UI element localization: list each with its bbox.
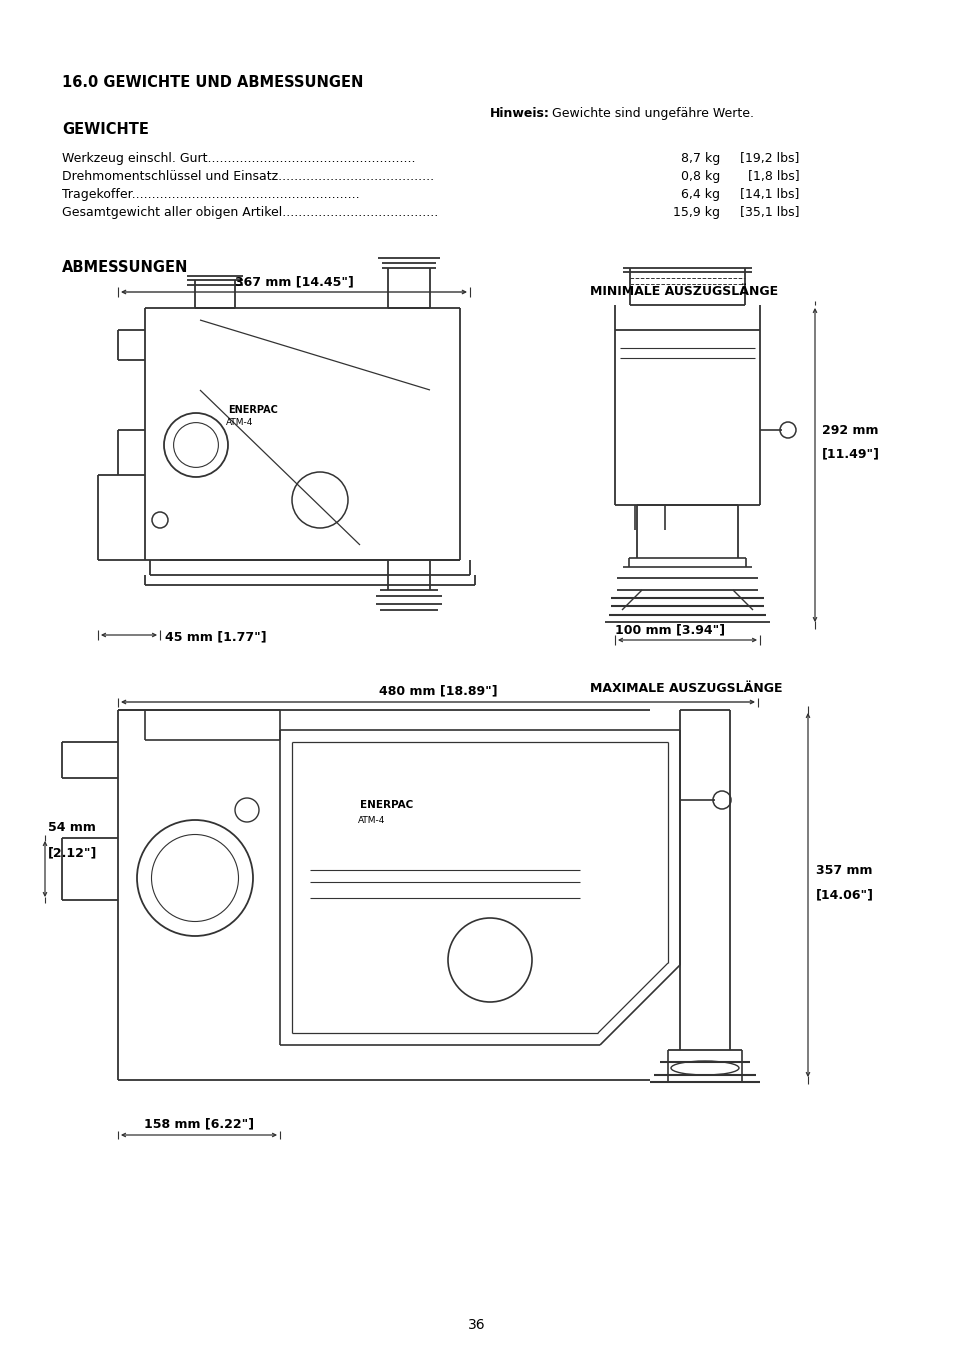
Text: MINIMALE AUSZUGSLÄNGE: MINIMALE AUSZUGSLÄNGE — [589, 285, 778, 298]
Text: [35,1 lbs]: [35,1 lbs] — [740, 207, 799, 219]
Text: Hinweis:: Hinweis: — [490, 107, 549, 120]
Text: [14,1 lbs]: [14,1 lbs] — [740, 188, 799, 201]
Text: ENERPAC: ENERPAC — [228, 405, 277, 414]
Text: Drehmomentschlüssel und Einsatz.......................................: Drehmomentschlüssel und Einsatz.........… — [62, 170, 434, 184]
Text: 45 mm [1.77"]: 45 mm [1.77"] — [165, 630, 266, 643]
Text: 8,7 kg: 8,7 kg — [680, 153, 720, 165]
Text: ABMESSUNGEN: ABMESSUNGEN — [62, 261, 188, 275]
Text: 6,4 kg: 6,4 kg — [680, 188, 720, 201]
Text: Tragekoffer.........................................................: Tragekoffer.............................… — [62, 188, 359, 201]
Text: 158 mm [6.22"]: 158 mm [6.22"] — [144, 1116, 253, 1130]
Text: Gesamtgewicht aller obigen Artikel.......................................: Gesamtgewicht aller obigen Artikel......… — [62, 207, 437, 219]
Text: [2.12"]: [2.12"] — [48, 846, 97, 859]
Text: 367 mm [14.45"]: 367 mm [14.45"] — [234, 275, 353, 288]
Text: 54 mm: 54 mm — [48, 821, 95, 834]
Text: Gewichte sind ungefähre Werte.: Gewichte sind ungefähre Werte. — [547, 107, 753, 120]
Text: Werkzeug einschl. Gurt....................................................: Werkzeug einschl. Gurt..................… — [62, 153, 416, 165]
Text: 0,8 kg: 0,8 kg — [680, 170, 720, 184]
Text: 292 mm: 292 mm — [821, 424, 878, 436]
Text: 36: 36 — [468, 1318, 485, 1332]
Text: GEWICHTE: GEWICHTE — [62, 122, 149, 136]
Text: 100 mm [3.94"]: 100 mm [3.94"] — [615, 622, 724, 636]
Text: 15,9 kg: 15,9 kg — [672, 207, 720, 219]
Text: ENERPAC: ENERPAC — [359, 801, 413, 810]
Text: MAXIMALE AUSZUGSLÄNGE: MAXIMALE AUSZUGSLÄNGE — [589, 682, 781, 695]
Text: [14.06"]: [14.06"] — [815, 888, 873, 900]
Text: ATM-4: ATM-4 — [357, 815, 385, 825]
Text: 480 mm [18.89"]: 480 mm [18.89"] — [378, 684, 497, 697]
Text: [1,8 lbs]: [1,8 lbs] — [740, 170, 799, 184]
Text: [19,2 lbs]: [19,2 lbs] — [740, 153, 799, 165]
Text: 16.0 GEWICHTE UND ABMESSUNGEN: 16.0 GEWICHTE UND ABMESSUNGEN — [62, 76, 363, 90]
Text: 357 mm: 357 mm — [815, 864, 872, 876]
Text: [11.49"]: [11.49"] — [821, 447, 879, 460]
Text: ATM-4: ATM-4 — [226, 418, 253, 427]
